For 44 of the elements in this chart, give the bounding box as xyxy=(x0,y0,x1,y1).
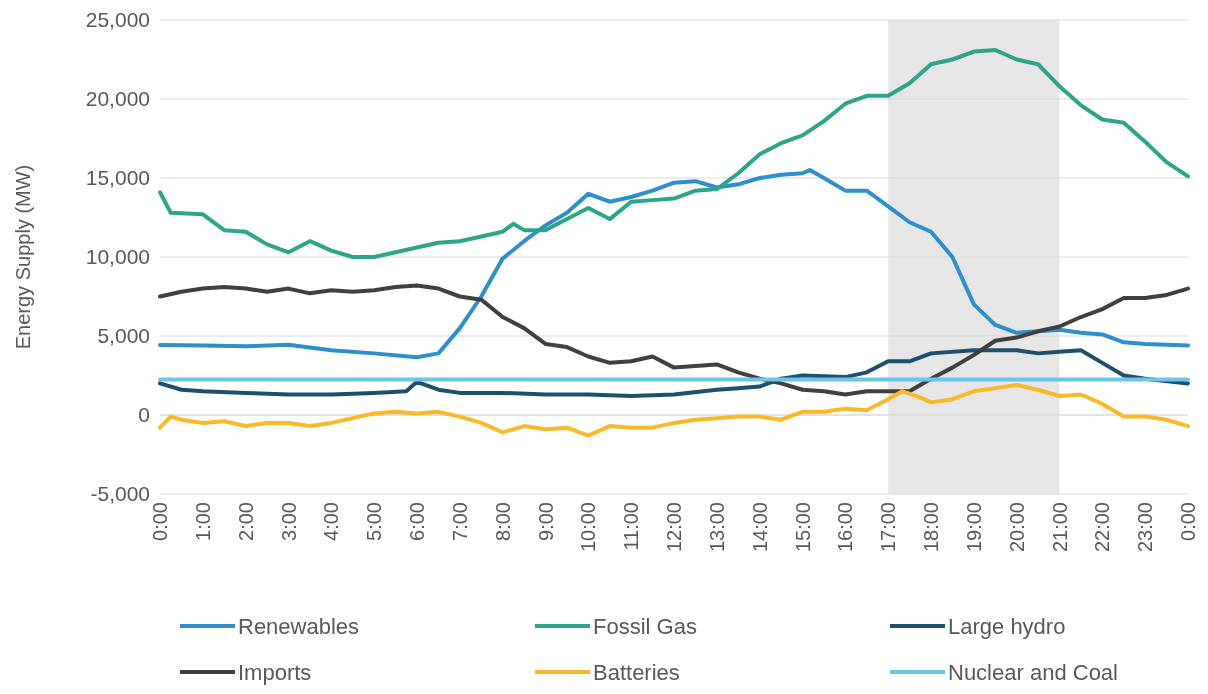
y-axis-title: Energy Supply (MW) xyxy=(12,164,34,350)
y-tick-label: -5,000 xyxy=(90,482,150,506)
x-tick-label: 12:00 xyxy=(663,502,685,553)
legend-label: Imports xyxy=(238,659,312,685)
x-tick-label: 9:00 xyxy=(534,502,557,541)
x-tick-label: 0:00 xyxy=(1177,502,1199,541)
x-tick-label: 17:00 xyxy=(877,502,900,553)
x-tick-label: 5:00 xyxy=(363,502,386,541)
legend-label: Large hydro xyxy=(948,613,1066,639)
x-tick-label: 21:00 xyxy=(1048,502,1071,553)
x-tick-label: 14:00 xyxy=(748,502,771,553)
y-tick-label: 20,000 xyxy=(85,87,150,111)
line-series xyxy=(158,348,1190,399)
x-tick-label: 16:00 xyxy=(834,502,857,553)
line-series xyxy=(158,48,1190,259)
x-tick-label: 19:00 xyxy=(962,502,985,553)
x-tick-label: 7:00 xyxy=(448,502,471,541)
y-tick-label: 5,000 xyxy=(97,324,150,348)
x-tick-label: 18:00 xyxy=(920,502,942,553)
legend-label: Batteries xyxy=(593,659,680,685)
x-tick-label: 10:00 xyxy=(577,502,600,553)
y-tick-label: 0 xyxy=(138,403,150,427)
x-tick-label: 0:00 xyxy=(149,502,171,541)
y-tick-label: 25,000 xyxy=(85,8,150,32)
x-tick-label: 20:00 xyxy=(1005,502,1028,553)
x-tick-label: 13:00 xyxy=(705,502,728,553)
legend-label: Fossil Gas xyxy=(593,613,697,639)
line-series xyxy=(158,168,1190,360)
x-tick-label: 2:00 xyxy=(234,502,257,541)
x-tick-label: 11:00 xyxy=(620,502,643,551)
x-tick-label: 15:00 xyxy=(791,502,814,553)
x-tick-label: 6:00 xyxy=(406,502,428,541)
legend-label: Nuclear and Coal xyxy=(948,659,1118,685)
legend-label: Renewables xyxy=(238,613,360,639)
line-series xyxy=(158,283,1190,397)
x-tick-label: 1:00 xyxy=(191,502,214,541)
x-tick-label: 4:00 xyxy=(320,502,343,541)
y-tick-label: 15,000 xyxy=(85,166,150,190)
x-tick-label: 8:00 xyxy=(491,502,514,541)
line-series xyxy=(158,382,1190,438)
x-tick-label: 23:00 xyxy=(1134,502,1157,553)
y-tick-label: 10,000 xyxy=(85,245,150,269)
x-tick-label: 22:00 xyxy=(1091,502,1114,553)
x-tick-label: 3:00 xyxy=(277,502,300,541)
